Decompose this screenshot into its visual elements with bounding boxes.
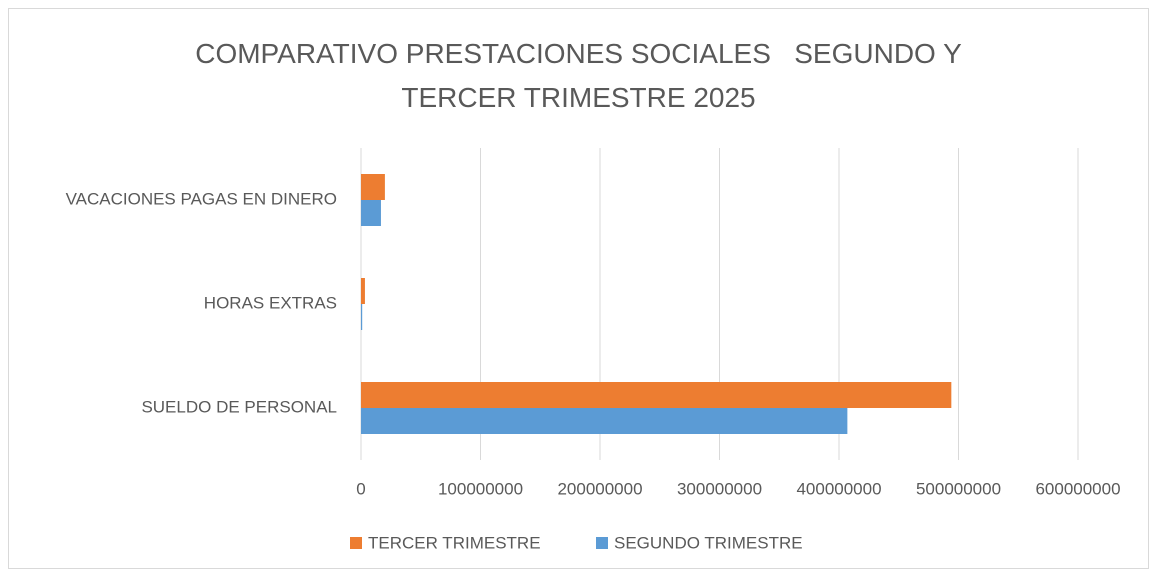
y-tick-label: HORAS EXTRAS	[204, 293, 337, 312]
bar	[361, 382, 952, 408]
y-tick-label: VACACIONES PAGAS EN DINERO	[66, 189, 337, 208]
x-tick-label: 500000000	[916, 479, 1001, 498]
x-tick-label: 400000000	[796, 479, 881, 498]
legend-label: SEGUNDO TRIMESTRE	[614, 533, 803, 552]
bar	[361, 408, 848, 434]
bar	[361, 278, 365, 304]
title-box: COMPARATIVO PRESTACIONES SOCIALES SEGUND…	[0, 32, 1157, 120]
x-tick-label: 600000000	[1035, 479, 1120, 498]
bar	[361, 304, 363, 330]
legend-label: TERCER TRIMESTRE	[368, 533, 541, 552]
y-tick-label: SUELDO DE PERSONAL	[141, 397, 337, 416]
x-tick-label: 200000000	[557, 479, 642, 498]
bar	[361, 174, 385, 200]
x-tick-label: 300000000	[677, 479, 762, 498]
legend-swatch	[350, 537, 362, 549]
x-tick-label: 100000000	[438, 479, 523, 498]
bar	[361, 200, 381, 226]
x-tick-label: 0	[356, 479, 365, 498]
legend-swatch	[596, 537, 608, 549]
chart-title: COMPARATIVO PRESTACIONES SOCIALES SEGUND…	[195, 38, 970, 113]
